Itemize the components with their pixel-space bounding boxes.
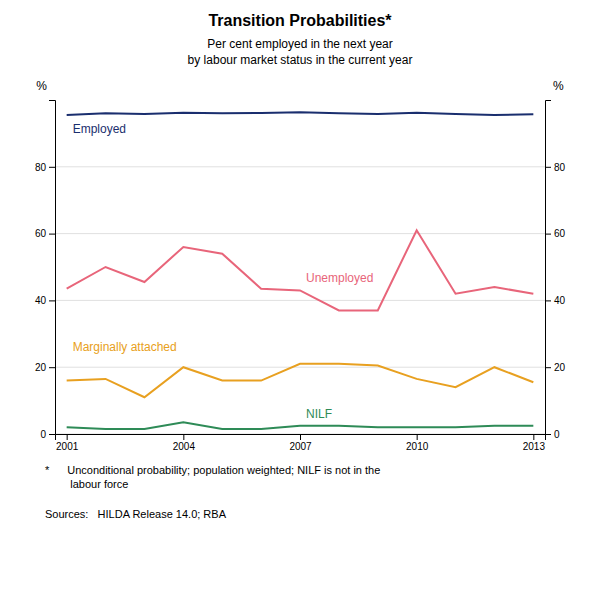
subtitle-line: by labour market status in the current y… <box>188 53 413 67</box>
tick-label: 20 <box>35 362 47 373</box>
tick-label: 60 <box>35 228 47 239</box>
title: Transition Probabilities* <box>208 12 392 29</box>
tick-mark <box>533 434 534 440</box>
tick: 60 <box>545 228 566 239</box>
line-labels: Employed Unemployed Marginally attached NIL… <box>73 122 374 421</box>
tick-label: 2004 <box>173 441 196 452</box>
tick-label: 2001 <box>56 441 79 452</box>
tick-label: 80 <box>35 162 47 173</box>
tick-mark <box>49 234 55 235</box>
line <box>67 364 534 397</box>
grid-line <box>55 300 545 301</box>
tick-label: 2007 <box>289 441 312 452</box>
axis-line <box>56 435 546 441</box>
tick: 80 <box>35 162 55 173</box>
tick-mark <box>49 367 55 368</box>
tick-mark <box>545 367 551 368</box>
tick-label: 60 <box>554 228 566 239</box>
tick: 2010 <box>406 434 429 452</box>
notes: * Unconditional probability; population … <box>45 464 380 520</box>
tick-mark <box>417 434 418 440</box>
tick-mark <box>545 234 551 235</box>
tick-label: 2013 <box>523 441 546 452</box>
tick: 2013 <box>523 434 546 452</box>
axis-y2ticks: 0 20 40 60 80 <box>545 101 566 440</box>
tick-label: 80 <box>554 162 566 173</box>
tick-label: 20 <box>554 362 566 373</box>
footnote-mark: * <box>45 464 50 476</box>
tick: 20 <box>545 362 566 373</box>
axis-line <box>49 101 56 435</box>
axis-label: % <box>553 79 564 93</box>
tick: 40 <box>35 295 55 306</box>
footnote-line: labour force <box>55 478 128 490</box>
grid-line <box>55 233 545 234</box>
axis-line <box>546 101 552 435</box>
tick: 0 <box>545 429 560 440</box>
axis-label: % <box>36 79 47 93</box>
line <box>67 112 534 115</box>
line-label: Marginally attached <box>73 340 177 354</box>
axis-xticks: 2001 2004 2007 2010 2013 <box>56 434 546 452</box>
sources: Sources: HILDA Release 14.0; RBA <box>45 508 227 520</box>
subtitle-line: Per cent employed in the next year <box>207 37 392 51</box>
axis-yticks: 0 20 40 60 80 <box>35 101 56 440</box>
tick: 2004 <box>173 434 196 452</box>
line-label: Employed <box>73 122 126 136</box>
line <box>67 422 534 429</box>
tick-label: 0 <box>40 429 46 440</box>
plot: 2001 2004 2007 2010 2013 0 20 40 60 80 0 20 40 60 80%%… <box>35 79 566 452</box>
tick-mark <box>49 434 55 435</box>
tick: 80 <box>545 162 566 173</box>
tick-mark <box>545 300 551 301</box>
tick-mark <box>67 434 68 440</box>
tick-mark <box>183 434 184 440</box>
tick-label: 40 <box>35 295 47 306</box>
tick-mark <box>49 300 55 301</box>
tick: 2007 <box>289 434 312 452</box>
tick-label: 40 <box>554 295 566 306</box>
tick-mark <box>545 434 551 435</box>
line <box>67 230 534 310</box>
tick-label: 0 <box>554 429 560 440</box>
tick-mark <box>300 434 301 440</box>
subtitle: Per cent employed in the next year by lab… <box>188 37 413 67</box>
grid-line <box>55 166 545 167</box>
tick: 0 <box>40 429 55 440</box>
footnote-line: Unconditional probability; population we… <box>55 464 380 476</box>
tick-mark <box>545 167 551 168</box>
grid <box>55 167 545 434</box>
tick: 2001 <box>56 434 79 452</box>
line-label: Unemployed <box>306 271 373 285</box>
footnote: Unconditional probability; population we… <box>55 464 380 490</box>
tick: 40 <box>545 295 566 306</box>
line-label: NILF <box>306 407 332 421</box>
tick-label: 2010 <box>406 441 429 452</box>
tick: 20 <box>35 362 55 373</box>
lines <box>67 112 534 429</box>
tick-mark <box>49 167 55 168</box>
chart: Transition Probabilities* Per cent employ… <box>0 0 600 594</box>
tick: 60 <box>35 228 55 239</box>
grid-line <box>55 367 545 368</box>
